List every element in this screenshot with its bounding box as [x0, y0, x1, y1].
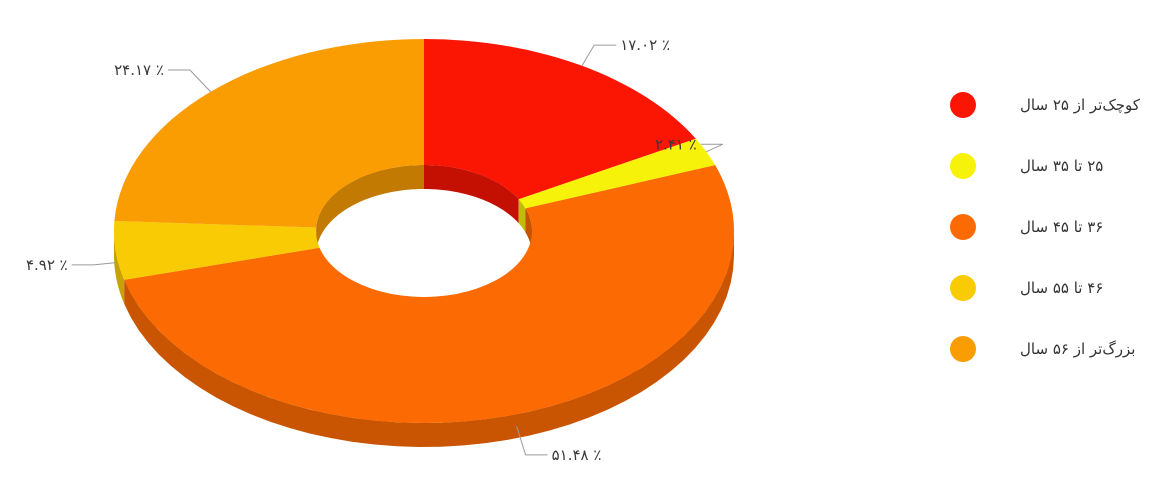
legend-label-46-55: ۴۶ تا ۵۵ سال	[1020, 279, 1104, 297]
legend-label-25-35: ۲۵ تا ۳۵ سال	[1020, 157, 1104, 175]
legend-label-under-25: کوچک‌تر از ۲۵ سال	[1020, 96, 1140, 114]
legend: کوچک‌تر از ۲۵ سال ۲۵ تا ۳۵ سال ۳۶ تا ۴۵ …	[950, 90, 1160, 395]
value-label-over-56: ۲۴.۱۷ ٪	[114, 61, 164, 79]
inner-wall-25-35	[518, 199, 526, 233]
slice-25-35[interactable]	[518, 138, 716, 209]
value-label-36-45: ۵۱.۴۸ ٪	[552, 446, 602, 464]
legend-swatch-25-35	[950, 153, 976, 179]
slice-over-56[interactable]	[114, 39, 425, 228]
inner-wall-under-25	[424, 165, 519, 224]
legend-swatch-over-56	[950, 336, 976, 362]
leader-line-46-55	[71, 262, 116, 266]
legend-swatch-46-55	[950, 275, 976, 301]
legend-label-over-56: بزرگ‌تر از ۵۶ سال	[1020, 340, 1136, 358]
value-label-under-25: ۱۷.۰۲ ٪	[620, 36, 670, 54]
legend-item-36-45[interactable]: ۳۶ تا ۴۵ سال	[950, 212, 1160, 242]
leader-line-over-56	[167, 69, 211, 93]
value-label-46-55: ۴.۹۲ ٪	[26, 256, 68, 274]
legend-item-25-35[interactable]: ۲۵ تا ۳۵ سال	[950, 151, 1160, 181]
outer-wall-46-55	[114, 231, 125, 304]
legend-item-46-55[interactable]: ۴۶ تا ۵۵ سال	[950, 273, 1160, 303]
slice-36-45[interactable]	[124, 165, 734, 424]
slice-label-layer: ۱۷.۰۲ ٪ ۲.۴۱ ٪ ۵۱.۴۸ ٪ ۴.۹۲ ٪ ۲۴.۱۷ ٪	[26, 36, 723, 464]
value-label-25-35: ۲.۴۱ ٪	[655, 135, 697, 153]
legend-item-over-56[interactable]: بزرگ‌تر از ۵۶ سال	[950, 334, 1160, 364]
slice-under-25[interactable]	[424, 39, 696, 200]
slice-46-55[interactable]	[113, 220, 320, 280]
legend-swatch-36-45	[950, 214, 976, 240]
legend-swatch-under-25	[950, 92, 976, 118]
leader-line-under-25	[581, 44, 617, 67]
leader-line-36-45	[516, 426, 548, 456]
legend-item-under-25[interactable]: کوچک‌تر از ۲۵ سال	[950, 90, 1160, 120]
legend-label-36-45: ۳۶ تا ۴۵ سال	[1020, 218, 1104, 236]
leader-line-25-35	[700, 143, 723, 153]
slice-top-layer	[113, 39, 734, 424]
inner-wall-over-56	[316, 165, 424, 252]
